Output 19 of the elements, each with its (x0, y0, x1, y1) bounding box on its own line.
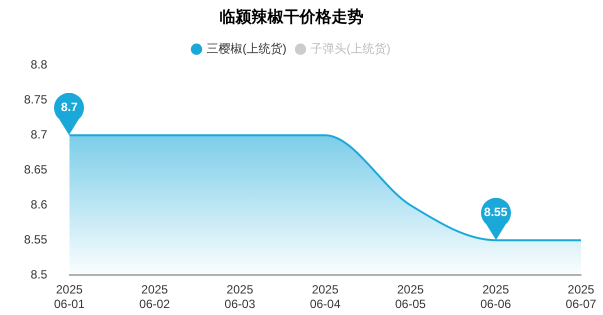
y-tick-label: 8.75 (24, 92, 48, 107)
y-tick-label: 8.65 (24, 162, 48, 177)
x-tick-label: 2025 06-01 (54, 282, 86, 312)
x-tick-label: 2025 06-03 (224, 282, 256, 312)
x-tick-label: 2025 06-07 (566, 282, 597, 312)
legend-label: 子弹头(上统货) (310, 42, 390, 56)
y-tick-label: 8.8 (30, 58, 48, 72)
legend-label: 三樱椒(上统货) (206, 42, 287, 56)
y-tick-label: 8.5 (30, 268, 48, 282)
y-tick-label: 8.6 (30, 198, 48, 212)
chart-title: 临颍辣椒干价格走势 (220, 8, 364, 26)
annotation: 8.7 (60, 100, 79, 116)
y-tick-label: 8.7 (30, 128, 48, 142)
x-tick-label: 2025 06-06 (480, 282, 512, 312)
y-tick-label: 8.55 (24, 232, 48, 247)
x-tick-label: 2025 06-02 (139, 282, 170, 312)
x-tick-label: 2025 06-05 (395, 282, 426, 312)
x-tick-label: 2025 06-04 (310, 282, 341, 312)
annotation: 8.55 (483, 205, 508, 222)
